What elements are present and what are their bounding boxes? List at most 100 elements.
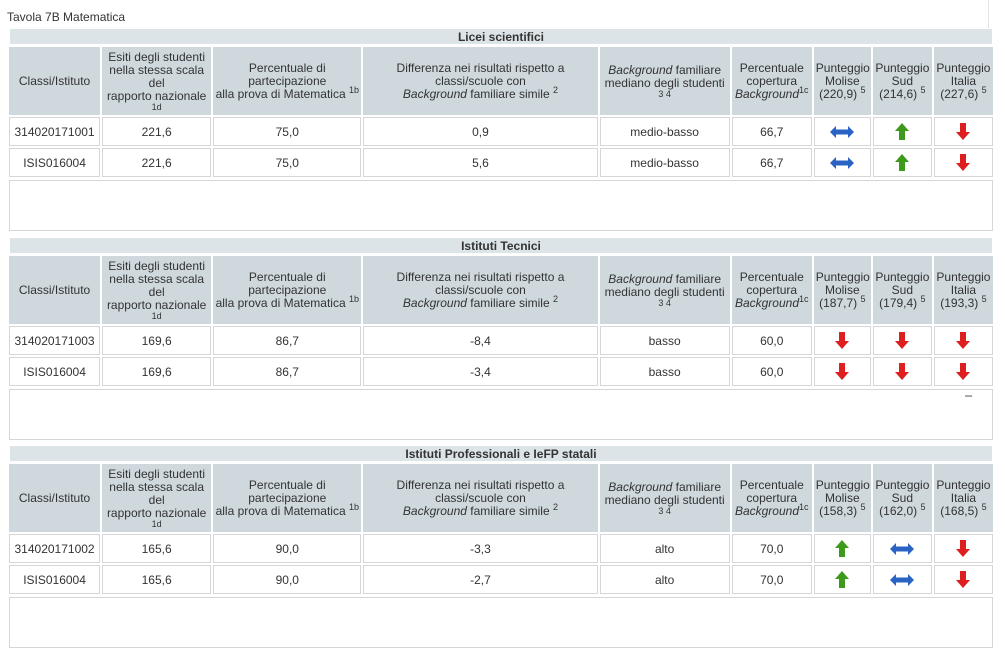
- col-italia: Punteggio Italia (227,6) 5: [933, 47, 993, 115]
- up-icon: [835, 540, 850, 557]
- pi-name: Italia: [950, 73, 977, 88]
- esiti-header-line: Esiti degli studenti: [108, 49, 206, 64]
- pi-label: Punteggio: [936, 60, 991, 75]
- table-row: 314020171003 169,6 86,7 -8,4 basso 60,0: [9, 326, 993, 355]
- col-perc: Percentuale di partecipazione alla prova d…: [213, 47, 362, 115]
- results-table: Classi/Istituto Esiti degli studenti nell…: [7, 254, 995, 388]
- cell-esiti: 165,6: [102, 565, 212, 594]
- cell-molise: [813, 326, 871, 355]
- cell-sud: [872, 326, 932, 355]
- section-0: Licei scientifici Classi/Istituto Esiti …: [9, 28, 993, 231]
- down-icon: [956, 332, 971, 349]
- col-classi-label: Classi/Istituto: [18, 73, 91, 88]
- cell-diff: 0,9: [363, 117, 598, 146]
- perc-header-line: partecipazione: [248, 490, 327, 505]
- diff-italic: Background: [402, 86, 467, 101]
- empty-row: [9, 180, 993, 231]
- results-table: Classi/Istituto Esiti degli studenti nell…: [7, 462, 995, 596]
- col-esiti: Esiti degli studenti nella stessa scala de…: [102, 256, 212, 324]
- perc-header-line: Percentuale di: [248, 477, 326, 492]
- col-bg: Background familiare mediano degli studen…: [599, 464, 730, 532]
- cell-molise: [813, 148, 871, 177]
- cop-header-line: copertura: [746, 73, 798, 88]
- esiti-header-line: nella stessa scala: [109, 62, 204, 77]
- up-icon: [895, 123, 910, 140]
- perc-header-line: alla prova di Matematica: [215, 295, 346, 310]
- cop-header-line: copertura: [746, 282, 798, 297]
- esiti-header-line: rapporto nazionale: [106, 505, 207, 520]
- cell-esiti: 169,6: [102, 326, 212, 355]
- cop-header-line: copertura: [746, 490, 798, 505]
- bg-sub: 3 4: [658, 88, 671, 99]
- col-sud: Punteggio Sud (162,0) 5: [872, 464, 932, 532]
- cell-perc: 90,0: [213, 534, 362, 563]
- cell-sud: [872, 565, 932, 594]
- cell-cop: 70,0: [731, 534, 812, 563]
- diff-tail: familiare simile: [466, 295, 550, 310]
- esiti-header-line: nella stessa scala: [109, 479, 204, 494]
- page-title: Tavola 7B Matematica: [7, 10, 126, 24]
- equal-icon: [830, 157, 855, 170]
- cop-header-line: Percentuale: [739, 477, 804, 492]
- cop-sup: 1c: [799, 84, 809, 95]
- esiti-sub: 1d: [151, 101, 162, 112]
- ps-value: (162,0): [879, 503, 918, 518]
- esiti-header-line: Esiti degli studenti: [108, 258, 206, 273]
- ps-value: (179,4): [879, 295, 918, 310]
- pm-value: (158,3): [819, 503, 858, 518]
- cell-diff: -2,7: [363, 565, 598, 594]
- table-row: 314020171001 221,6 75,0 0,9 medio-basso …: [9, 117, 993, 146]
- bg-tail: familiare: [672, 62, 721, 77]
- col-cop: Percentuale copertura Background1c: [731, 47, 812, 115]
- col-italia: Punteggio Italia (193,3) 5: [933, 256, 993, 324]
- col-classi: Classi/Istituto: [9, 47, 101, 115]
- ps-label: Punteggio: [875, 477, 930, 492]
- cell-cop: 70,0: [731, 565, 812, 594]
- col-classi-label: Classi/Istituto: [18, 282, 91, 297]
- ps-sup: 5: [920, 84, 926, 95]
- section-title: Istituti Professionali e IeFP statali: [9, 445, 993, 462]
- bg-sub: 3 4: [658, 297, 671, 308]
- cell-italia: [933, 326, 993, 355]
- bg-italic: Background: [608, 62, 673, 77]
- cell-id: 314020171001: [9, 117, 101, 146]
- down-icon: [835, 363, 850, 380]
- cell-molise: [813, 534, 871, 563]
- cell-esiti: 221,6: [102, 117, 212, 146]
- cell-bg: alto: [599, 534, 730, 563]
- bg-sub: 3 4: [658, 505, 671, 516]
- pm-value: (220,9): [819, 86, 858, 101]
- pm-label: Punteggio: [815, 269, 870, 284]
- bg-tail: familiare: [672, 271, 721, 286]
- cell-sud: [872, 148, 932, 177]
- col-cop: Percentuale copertura Background1c: [731, 464, 812, 532]
- cell-italia: [933, 357, 993, 386]
- equal-icon: [890, 574, 915, 587]
- down-icon: [956, 571, 971, 588]
- cell-bg: medio-basso: [599, 117, 730, 146]
- col-diff: Differenza nei risultati rispetto a class…: [363, 464, 598, 532]
- col-molise: Punteggio Molise (158,3) 5: [813, 464, 871, 532]
- cell-perc: 75,0: [213, 117, 362, 146]
- pi-sup: 5: [981, 501, 987, 512]
- col-esiti: Esiti degli studenti nella stessa scala de…: [102, 47, 212, 115]
- col-perc: Percentuale di partecipazione alla prova d…: [213, 256, 362, 324]
- header-row: Classi/Istituto Esiti degli studenti nell…: [9, 464, 993, 532]
- cell-diff: -3,3: [363, 534, 598, 563]
- diff-tail: familiare simile: [466, 86, 550, 101]
- ps-sup: 5: [920, 501, 926, 512]
- perc-sup: 1b: [348, 501, 359, 512]
- cell-bg: basso: [599, 357, 730, 386]
- pi-label: Punteggio: [936, 477, 991, 492]
- bg-line2: mediano degli studenti: [604, 75, 725, 90]
- cop-italic: Background: [734, 86, 799, 101]
- down-icon: [956, 154, 971, 171]
- col-esiti: Esiti degli studenti nella stessa scala de…: [102, 464, 212, 532]
- diff-header-line: classi/scuole con: [435, 73, 526, 88]
- pm-label: Punteggio: [815, 477, 870, 492]
- cell-bg: alto: [599, 565, 730, 594]
- col-classi: Classi/Istituto: [9, 256, 101, 324]
- ps-label: Punteggio: [875, 269, 930, 284]
- perc-sup: 1b: [348, 293, 359, 304]
- esiti-sub: 1d: [151, 518, 162, 529]
